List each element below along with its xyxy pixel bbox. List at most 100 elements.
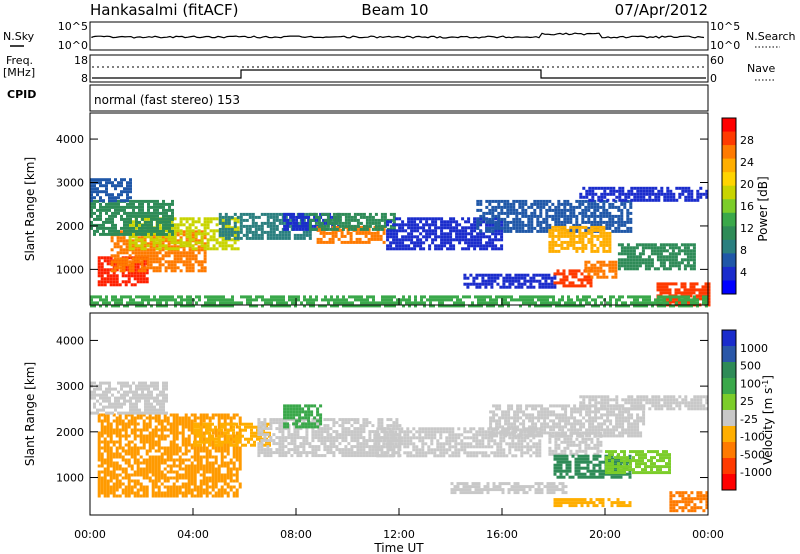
velocity-cell-0 — [229, 470, 233, 474]
power-cell-9 — [431, 232, 435, 236]
power-cell-3 — [141, 229, 144, 233]
velocity-cell-1 — [162, 387, 165, 391]
power-cell-16 — [683, 264, 687, 268]
velocity-cell-0 — [124, 494, 128, 498]
power-cell-18 — [681, 298, 684, 302]
power-colorbar-swatch — [722, 280, 736, 295]
power-cell-18 — [579, 304, 582, 308]
power-cell-17 — [671, 300, 675, 304]
power-cell-10 — [521, 202, 525, 206]
power-cell-16 — [692, 246, 696, 250]
velocity-cell-0 — [139, 431, 143, 435]
velocity-cell-1 — [144, 408, 147, 412]
power-cell-2 — [155, 241, 159, 245]
power-cell-10 — [479, 229, 483, 233]
power-cell-10 — [605, 226, 609, 230]
power-cell-13 — [487, 273, 491, 277]
power-cell-4 — [108, 193, 111, 197]
power-cell-18 — [591, 298, 594, 302]
power-cell-18 — [99, 298, 102, 302]
power-cell-12 — [602, 240, 606, 244]
power-cell-16 — [668, 252, 672, 256]
power-cell-18 — [267, 298, 270, 302]
velocity-cell-0 — [130, 431, 134, 435]
power-cell-9 — [428, 217, 432, 221]
power-cell-5 — [266, 230, 270, 234]
power-cell-10 — [488, 229, 492, 233]
power-cell-18 — [555, 304, 558, 308]
power-cell-5 — [269, 215, 273, 219]
velocity-cell-0 — [220, 494, 224, 498]
power-cell-10 — [569, 229, 573, 233]
power-cell-10 — [578, 211, 582, 215]
power-cell-3 — [135, 229, 138, 233]
power-cell-9 — [401, 238, 405, 242]
power-cell-15 — [614, 269, 618, 273]
power-cell-2 — [233, 217, 237, 221]
power-cell-11 — [690, 189, 694, 193]
velocity-cell-0 — [130, 455, 134, 459]
velocity-cell-0 — [124, 428, 128, 432]
velocity-cell-0 — [157, 455, 161, 459]
velocity-cell-0 — [187, 425, 191, 429]
velocity-cell-0 — [187, 443, 191, 447]
power-cell-10 — [515, 208, 519, 212]
power-cell-9 — [434, 238, 438, 242]
freq-left-tick-top: 18 — [74, 54, 88, 67]
power-cell-10 — [593, 211, 597, 215]
power-cell-13 — [532, 285, 536, 289]
power-cell-14 — [568, 284, 572, 288]
power-cell-10 — [602, 208, 606, 212]
power-cell-2 — [182, 217, 186, 221]
velocity-cell-0 — [142, 461, 146, 465]
power-cell-18 — [507, 304, 510, 308]
power-cell-8 — [365, 218, 369, 222]
velocity-cell-0 — [166, 479, 170, 483]
velocity-cell-0 — [115, 461, 119, 465]
velocity-cell-2 — [205, 428, 208, 432]
velocity-cell-1 — [156, 387, 159, 391]
power-cell-7 — [376, 231, 380, 235]
power-colorbar-swatch — [722, 239, 736, 254]
power-cell-16 — [644, 261, 648, 265]
power-cell-18 — [669, 304, 672, 308]
power-cell-0 — [103, 268, 107, 272]
power-cell-8 — [326, 215, 330, 219]
power-cell-14 — [571, 284, 575, 288]
power-cell-5 — [275, 218, 279, 222]
power-cell-8 — [365, 224, 369, 228]
power-cell-9 — [461, 229, 465, 233]
velocity-cell-1 — [126, 381, 129, 385]
velocity-cell-0 — [187, 476, 191, 480]
power-cell-10 — [491, 214, 495, 218]
power-cell-10 — [581, 214, 585, 218]
velocity-cell-0 — [187, 470, 191, 474]
power-cell-16 — [665, 267, 669, 271]
power-cell-1 — [200, 260, 204, 264]
velocity-cell-0 — [115, 419, 119, 423]
power-cell-4 — [99, 181, 102, 185]
velocity-cell-0 — [136, 461, 140, 465]
power-cell-13 — [475, 273, 479, 277]
power-cell-18 — [609, 304, 612, 308]
power-cell-3 — [159, 217, 162, 221]
power-cell-10 — [599, 220, 603, 224]
power-cell-2 — [206, 220, 210, 224]
power-cell-18 — [489, 301, 492, 305]
power-cell-3 — [162, 220, 165, 224]
power-cell-18 — [552, 298, 555, 302]
power-cell-1 — [182, 260, 186, 264]
power-cell-5 — [308, 230, 312, 234]
velocity-cell-0 — [166, 428, 170, 432]
velocity-cell-0 — [103, 425, 107, 429]
power-cell-9 — [479, 232, 483, 236]
power-cell-0 — [103, 283, 107, 287]
power-cell-18 — [264, 298, 267, 302]
velocity-cell-0 — [202, 482, 206, 486]
velocity-cell-0 — [121, 476, 125, 480]
power-cell-2 — [221, 241, 225, 245]
power-cell-7 — [337, 237, 341, 241]
power-cell-1 — [182, 254, 186, 258]
velocity-cell-0 — [214, 485, 218, 489]
power-cell-10 — [593, 205, 597, 209]
